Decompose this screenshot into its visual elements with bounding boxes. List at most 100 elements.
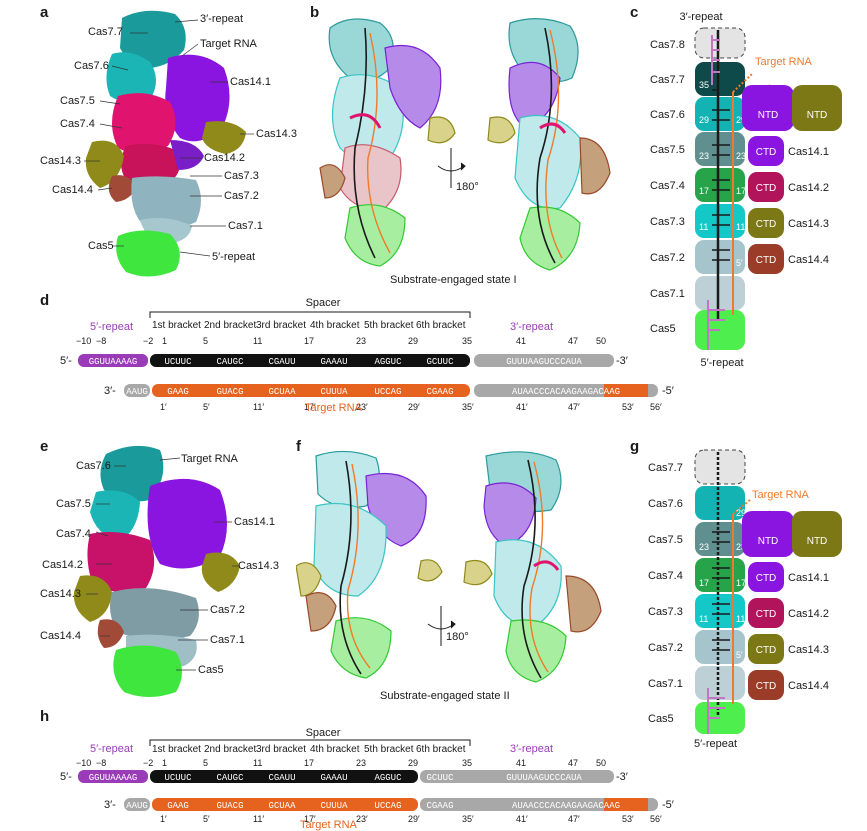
ribbon-model-front: [319, 18, 456, 267]
top-num: 1: [162, 336, 167, 346]
bottom-suffix: -5′: [662, 385, 674, 397]
top-strand-repeat: GGUUAAAAG: [78, 354, 148, 367]
target-seq: GUACG: [216, 387, 243, 397]
top-num: 1: [162, 758, 167, 768]
ctd-ii-label-3: CTD: [756, 645, 777, 656]
top-num: 29: [408, 758, 418, 768]
target-seq-ii: UCCAG: [374, 801, 401, 811]
spacer-seq: UCUUC: [164, 357, 192, 367]
bot-num: 11′: [253, 402, 264, 412]
top-num: 50: [596, 758, 606, 768]
top-num: −8: [96, 758, 106, 768]
seq-d-5-repeat: 5′-repeat: [90, 321, 133, 333]
num-ii-23: 23: [699, 542, 709, 552]
row-cas7-5: Cas7.5: [650, 144, 685, 156]
seq-h-target-rna: Target RNA: [300, 819, 358, 831]
top-num: −2: [143, 336, 153, 346]
top-num: −2: [143, 758, 153, 768]
density-cas14-3-left-ii: [73, 575, 112, 622]
label-cas7-1: Cas7.1: [228, 220, 263, 232]
spacer-seq-ii: CAUGC: [216, 773, 244, 783]
row-ii-cas7-3: Cas7.3: [648, 606, 683, 618]
density-cas14-3-right: [202, 121, 246, 154]
label-ii-cas14-3-right: Cas14.3: [238, 560, 279, 572]
label-cas7-3: Cas7.3: [224, 170, 259, 182]
ctd-label-2: CTD: [756, 183, 777, 194]
top-num: 41: [516, 758, 526, 768]
bracket-ii-6: 6th bracket: [416, 744, 466, 755]
top-numbers: −10 −8 −2 1 5 11 17 23 29 35 41 47 50: [76, 336, 606, 346]
target-seq-ii: GCUAA: [268, 801, 296, 811]
top-num: 29: [408, 336, 418, 346]
label-cas7-7: Cas7.7: [88, 26, 123, 38]
top-strand-spacer: UCUUC CAUGC CGAUU GAAAU AGGUC GCUUC: [150, 354, 470, 367]
density-cas5-ii: [113, 645, 182, 697]
bot-num: 41′: [516, 814, 528, 824]
top-num: −10: [76, 758, 91, 768]
label-ii-cas7-2: Cas7.2: [210, 604, 245, 616]
bot-num: 1′: [160, 814, 167, 824]
bottom-prefix: 3′-: [104, 385, 116, 397]
bot-num: 47′: [568, 402, 580, 412]
bot-pre-seq-ii: AAUG: [126, 801, 148, 811]
num-11p: 11′: [736, 222, 747, 232]
top-repeat-seq: GGUUAAAAG: [89, 357, 138, 367]
bot-num: 56′: [650, 402, 662, 412]
ribbon-models-state2: 180°: [296, 450, 602, 683]
caption-state1: Substrate-engaged state I: [390, 274, 517, 286]
box-ii-cas7-6: [695, 486, 745, 520]
cas14-ii-4-label: Cas14.4: [788, 680, 829, 692]
label-cas14-2: Cas14.2: [204, 152, 245, 164]
bottom-numbers: 1′ 5′ 11′ 17′ 23′ 29′ 35′ 41′ 47′ 53′ 56…: [160, 402, 662, 412]
row-cas7-6: Cas7.6: [650, 109, 685, 121]
top-num: 50: [596, 336, 606, 346]
box-ii-cas7-1: [695, 666, 745, 700]
spacer-seq-ii: AGGUC: [374, 773, 402, 783]
cas14-1-label: Cas14.1: [788, 146, 829, 158]
box-cas7-7: [695, 62, 745, 96]
spacer-seq: GAAAU: [320, 357, 347, 367]
ntd-cas14-1: [742, 85, 794, 131]
num-ii-11p: 11′: [736, 614, 747, 624]
num-23: 23: [699, 151, 709, 161]
label-ii-cas14-3-left: Cas14.3: [40, 588, 81, 600]
bot-num: 35′: [462, 402, 474, 412]
target-seq-ii: GUACG: [216, 801, 243, 811]
ribbon-models-state1: 180°: [319, 18, 611, 271]
schematic-state2: Target RNA 29′ 23 23′ 17 17′ 11 11′ 5′ C…: [648, 449, 842, 734]
row-ii-cas7-4: Cas7.4: [648, 570, 683, 582]
top-prefix-ii: 5′-: [60, 771, 72, 783]
num-ii-11: 11: [699, 614, 708, 624]
spacer-label-ii: Spacer: [306, 727, 341, 739]
bot-num: 56′: [650, 814, 662, 824]
density-cas7-5-ii: [90, 490, 140, 542]
top-suffix-ii: -3′: [616, 771, 628, 783]
bot-num: 29′: [408, 814, 420, 824]
ctd-label-1: CTD: [756, 147, 777, 158]
target-seq: CGAAG: [426, 387, 453, 397]
label-ii-cas7-6: Cas7.6: [76, 460, 111, 472]
box-cas7-4: [695, 168, 745, 202]
top-num: 41: [516, 336, 526, 346]
bottom-suffix-ii: -5′: [662, 799, 674, 811]
bracket-ii-5: 5th bracket: [364, 744, 414, 755]
label-ii-cas5: Cas5: [198, 664, 224, 676]
ntd-label-1: NTD: [758, 110, 779, 121]
density-cas5: [116, 230, 180, 277]
panel-letter-e: e: [40, 438, 49, 455]
density-cas14-1-ii: [147, 478, 227, 569]
bracket-3: 3rd bracket: [256, 320, 306, 331]
target-seq-ii: CUUUA: [320, 801, 348, 811]
ctd-ii-label-2: CTD: [756, 609, 777, 620]
schematic-g-target-rna: Target RNA: [752, 489, 810, 501]
ntd-cas14-2: [792, 85, 842, 131]
density-cas7-2-ii: [110, 588, 199, 641]
label-3-repeat: 3′-repeat: [200, 13, 244, 25]
bracket-1: 1st bracket: [152, 320, 201, 331]
bracket-ii-4: 4th bracket: [310, 744, 360, 755]
ntd-ii-cas14-2: [792, 511, 842, 557]
label-ii-cas7-4: Cas7.4: [56, 528, 91, 540]
num-ii-5p: 5′: [736, 650, 743, 660]
row-ii-cas7-5: Cas7.5: [648, 534, 683, 546]
density-cas7-6: [106, 52, 156, 104]
